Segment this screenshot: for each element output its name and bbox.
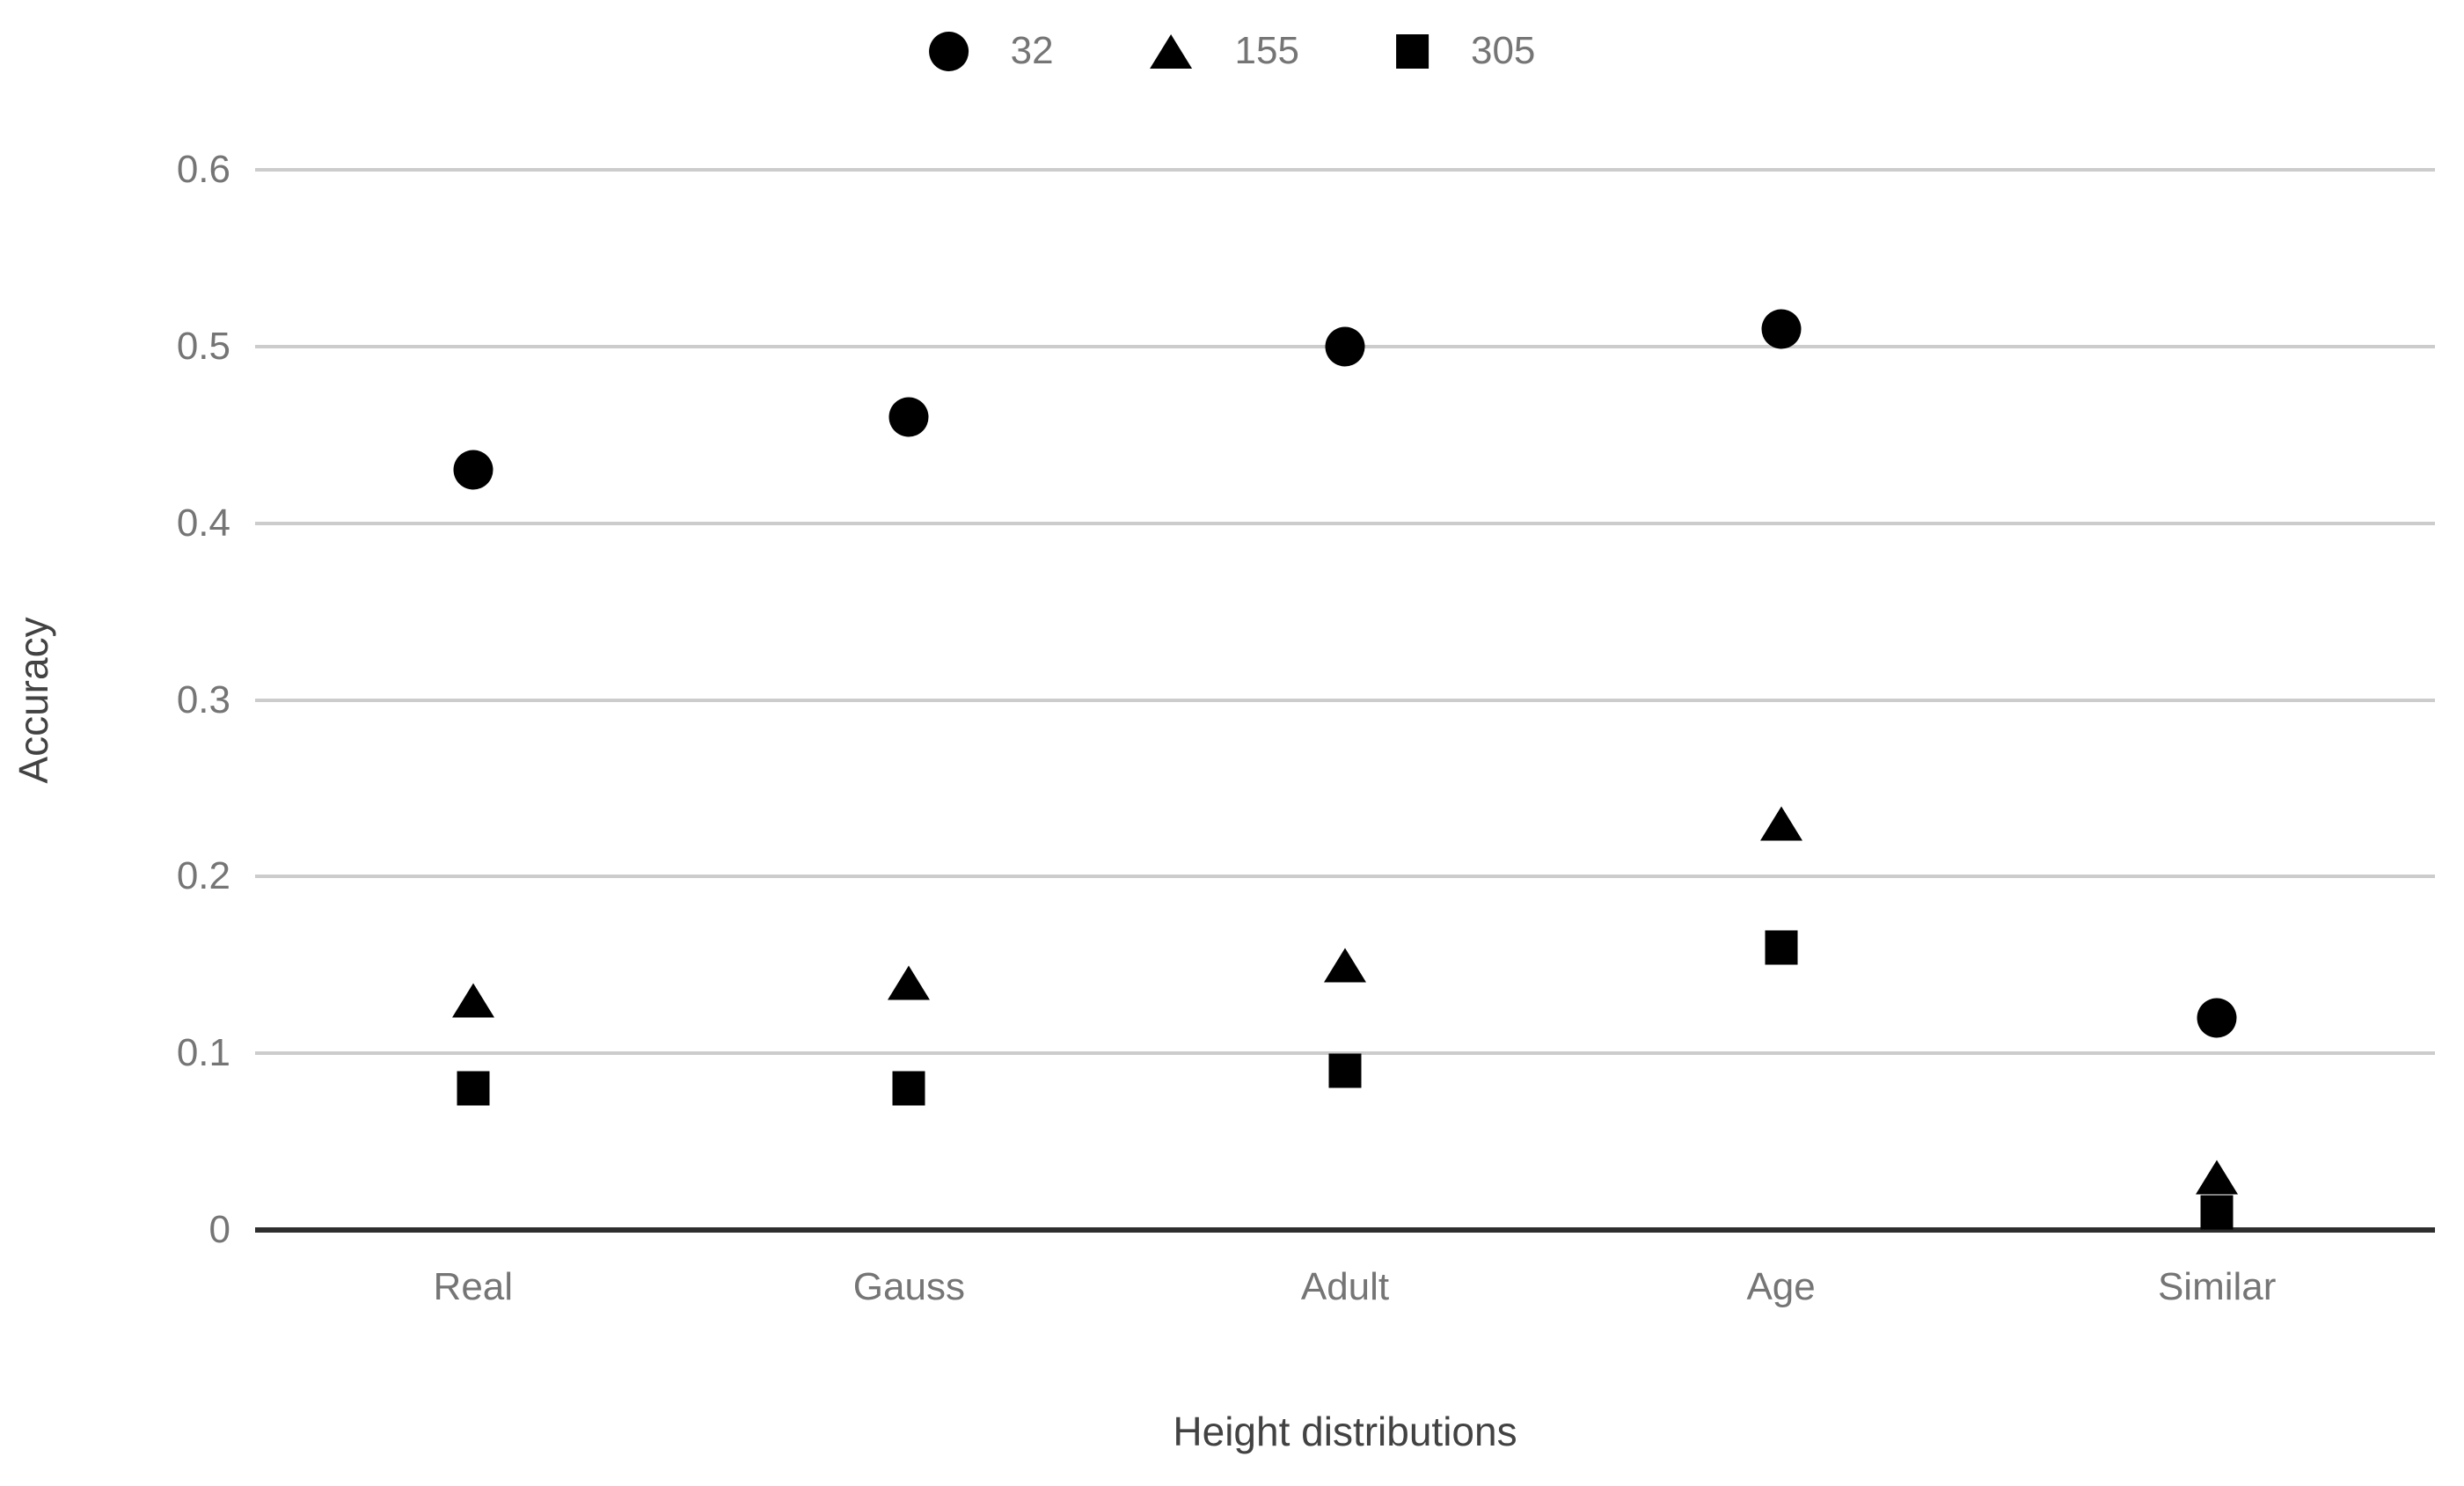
circle-marker-icon [928, 31, 969, 71]
data-point-circle [1761, 309, 1802, 349]
data-point-triangle [1759, 806, 1802, 841]
data-point-triangle [1324, 948, 1366, 983]
legend-label: 155 [1234, 29, 1299, 72]
gridline [255, 168, 2435, 172]
gridline [255, 1051, 2435, 1056]
data-point-circle [1325, 326, 1365, 367]
legend-label: 32 [1010, 29, 1054, 72]
data-point-circle [2197, 998, 2237, 1038]
y-tick-label: 0.5 [176, 324, 230, 368]
data-point-triangle [2196, 1160, 2239, 1195]
data-point-triangle [451, 983, 494, 1018]
data-point-triangle [888, 965, 931, 1000]
data-point-circle [888, 397, 929, 437]
y-tick-label: 0.2 [176, 854, 230, 898]
data-point-square [1765, 930, 1798, 965]
y-tick-label: 0.1 [176, 1031, 230, 1075]
data-point-square [2200, 1195, 2234, 1230]
gridline [255, 875, 2435, 879]
legend-entry: 32 [928, 29, 1054, 72]
y-axis-title: Accuracy [11, 616, 56, 784]
triangle-marker-icon [1150, 33, 1193, 69]
legend-entry: 155 [1150, 29, 1299, 72]
x-axis-baseline [255, 1227, 2435, 1233]
x-axis-title: Height distributions [1173, 1409, 1517, 1454]
x-category-label: Similar [2157, 1265, 2277, 1308]
y-tick-label: 0.3 [176, 677, 230, 721]
legend-entry: 305 [1395, 29, 1536, 72]
x-category-label: Gauss [852, 1265, 965, 1308]
data-point-square [1328, 1053, 1362, 1088]
chart-legend: 32 155 305 [928, 25, 1536, 77]
data-point-square [892, 1071, 925, 1106]
x-category-label: Real [433, 1265, 514, 1308]
square-marker-icon [1395, 33, 1429, 69]
y-tick-label: 0 [208, 1208, 230, 1251]
y-tick-label: 0.6 [176, 148, 230, 191]
legend-label: 305 [1470, 29, 1536, 72]
data-point-square [457, 1071, 490, 1106]
x-category-label: Adult [1300, 1265, 1390, 1308]
y-tick-label: 0.4 [176, 501, 230, 545]
gridline [255, 521, 2435, 525]
x-category-label: Age [1746, 1265, 1816, 1308]
data-point-circle [453, 450, 494, 490]
gridline [255, 698, 2435, 702]
